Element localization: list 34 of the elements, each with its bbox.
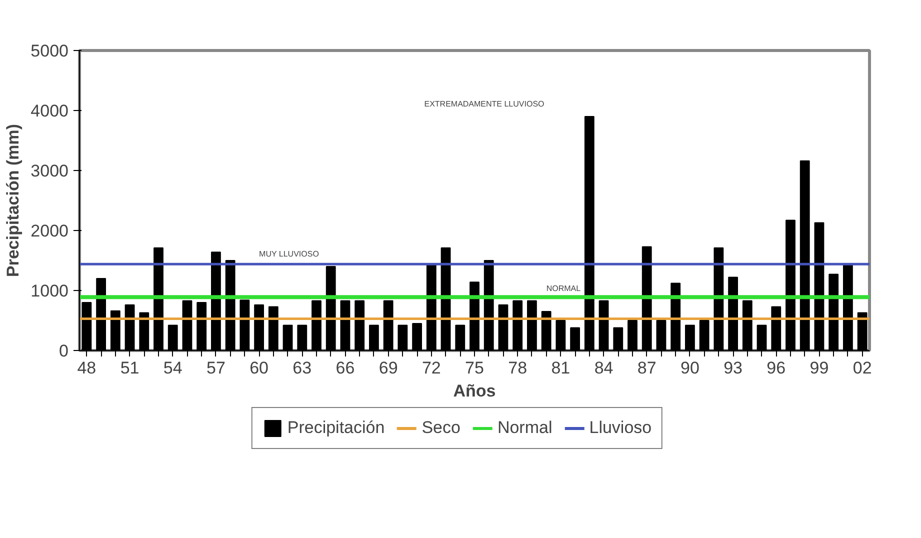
legend-label: Seco [422,418,460,438]
legend-label: Precipitación [287,418,385,438]
y-tick-label: 5000 [30,42,69,60]
y-tick-label: 1000 [30,282,69,300]
x-tick-label: 99 [810,358,829,378]
x-tick-label: 72 [422,358,441,378]
x-tick-label: 96 [766,358,786,378]
x-tick-label: 54 [163,358,182,378]
x-tick-label: 84 [594,358,614,378]
x-tick-label: 87 [637,358,656,378]
legend-label: Normal [497,418,552,438]
x-tick-label: 48 [77,358,96,378]
annotation: EXTREMADAMENTE LLUVIOSO [424,100,544,109]
x-tick-label: 51 [120,358,140,378]
x-tick-label: 69 [378,358,398,378]
x-tick-label: 78 [508,358,528,378]
x-tick-label: 57 [206,358,226,378]
x-tick-label: 93 [724,358,743,378]
x-axis-title: Años [453,382,496,400]
x-tick-label: 02 [852,358,872,378]
x-tick-label: 81 [551,358,570,378]
legend-label: Lluvioso [589,418,652,438]
annotation: MUY LLUVIOSO [259,250,319,259]
x-tick-label: 60 [250,358,269,378]
y-tick-label: 3000 [30,162,69,180]
y-tick-label: 0 [59,342,69,360]
annotation: NORMAL [546,284,582,293]
x-tick-label: 66 [336,358,355,378]
x-tick-label: 63 [292,358,312,378]
x-tick-label: 75 [465,358,484,378]
y-axis-title: Precipitación (mm) [4,124,23,278]
y-tick-label: 2000 [30,222,69,240]
y-tick-label: 4000 [30,102,69,120]
x-tick-label: 90 [680,358,700,378]
